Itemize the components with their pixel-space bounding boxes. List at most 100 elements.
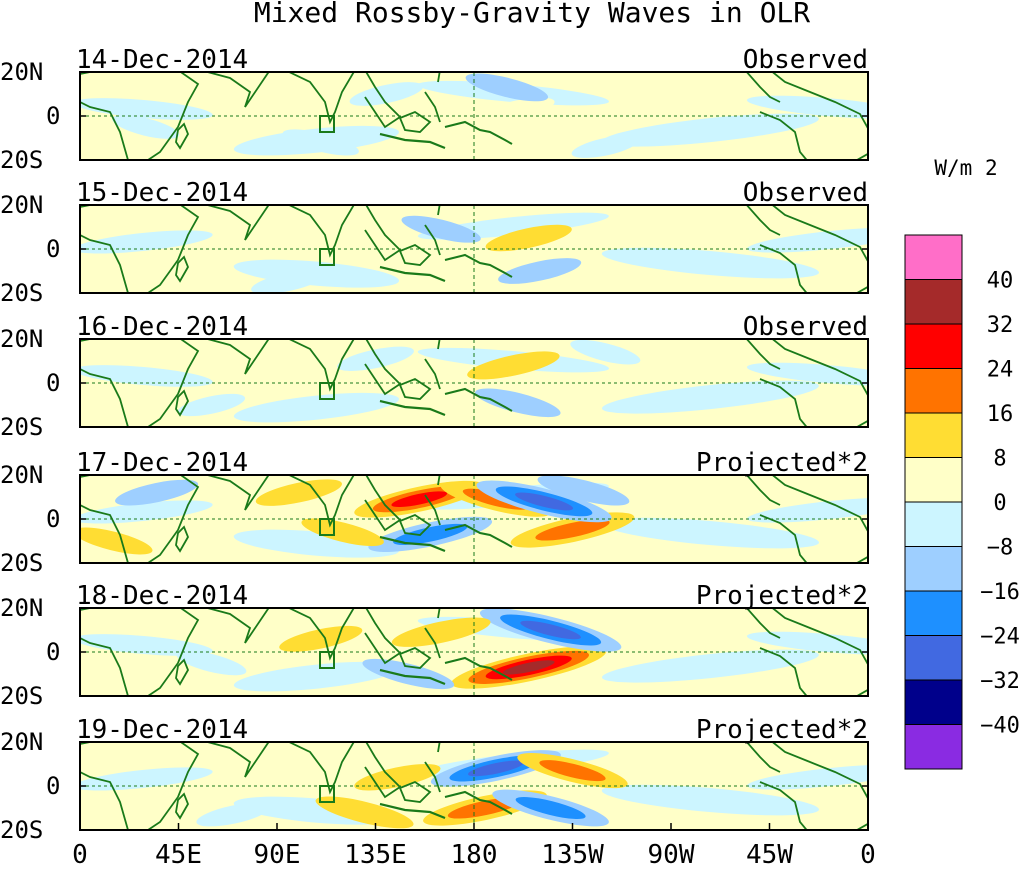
anomaly-negative xyxy=(465,73,549,102)
background-negative-band xyxy=(747,227,868,253)
background-negative-band xyxy=(746,631,868,655)
anomaly-positive xyxy=(485,224,572,252)
x-tick-label: 180 xyxy=(451,840,498,870)
x-tick-label: 45E xyxy=(155,840,202,870)
anomaly-positive xyxy=(301,518,384,547)
panel-date: 14-Dec-2014 xyxy=(76,45,248,75)
anomaly-negative xyxy=(401,215,481,243)
x-tick-label: 45W xyxy=(746,840,793,870)
lat-tick-label: 20S xyxy=(0,413,43,441)
anomaly-positive xyxy=(480,97,555,122)
lat-tick-label: 20S xyxy=(0,549,43,577)
colorbar-label: 0 xyxy=(993,491,1006,516)
colorbar-swatch xyxy=(904,546,963,592)
panel-field xyxy=(80,742,868,830)
lat-tick-label: 20S xyxy=(0,146,43,174)
colorbar-swatch xyxy=(904,368,963,414)
lat-tick-label: 0 xyxy=(46,505,60,533)
anomaly-negative xyxy=(362,658,455,690)
background-negative-band xyxy=(746,95,868,119)
colorbar-swatch xyxy=(904,323,963,369)
colorbar-swatch xyxy=(904,234,963,280)
colorbar-label: 8 xyxy=(993,447,1006,472)
anomaly-positive xyxy=(80,527,153,555)
x-tick-label: 90E xyxy=(254,840,301,870)
background-negative-band xyxy=(233,661,399,692)
lat-tick-label: 0 xyxy=(46,638,60,666)
lat-tick-label: 20N xyxy=(0,325,43,353)
anomaly-negative xyxy=(475,388,561,418)
panel-date: 18-Dec-2014 xyxy=(76,581,248,611)
colorbar-swatch xyxy=(904,412,963,458)
x-tick-label: 0 xyxy=(860,840,876,870)
background-negative-band xyxy=(747,764,868,790)
x-tick-label: 0 xyxy=(72,840,88,870)
panel-label: Projected*2 xyxy=(696,715,868,745)
anomaly-negative xyxy=(251,270,325,293)
panel-label: Observed xyxy=(743,312,868,342)
colorbar-label: 40 xyxy=(987,269,1014,294)
background-negative-band xyxy=(80,767,213,791)
anomaly-negative xyxy=(570,339,641,365)
anomaly-positive xyxy=(315,796,414,829)
panel-date: 19-Dec-2014 xyxy=(76,715,248,745)
lat-tick-label: 0 xyxy=(46,235,60,263)
lat-tick-label: 20N xyxy=(0,58,43,86)
panel-field xyxy=(80,339,868,427)
colorbar-label: −40 xyxy=(980,714,1020,739)
anomaly-positive xyxy=(255,479,342,506)
colorbar-swatch xyxy=(904,679,963,725)
lat-tick-label: 20N xyxy=(0,191,43,219)
background-negative-band xyxy=(80,230,213,254)
units-label: W/m 2 xyxy=(934,156,997,180)
background-negative-band xyxy=(746,362,868,386)
anomaly-negative xyxy=(571,135,640,158)
background-negative-band xyxy=(601,784,819,816)
panel-label: Projected*2 xyxy=(696,448,868,478)
lat-tick-label: 20S xyxy=(0,682,43,710)
panel-label: Observed xyxy=(743,178,868,208)
lat-tick-label: 20N xyxy=(0,461,43,489)
colorbar-label: 32 xyxy=(987,313,1014,338)
x-axis: 0 45E 90E 135E 180 135W 90W 45W 0 xyxy=(72,823,876,870)
anomaly-negative xyxy=(112,115,180,139)
background-negative-band xyxy=(80,634,213,656)
background-negative-band xyxy=(601,649,819,683)
panel-label: Observed xyxy=(743,45,868,75)
panel-field xyxy=(80,608,868,696)
background-negative-band xyxy=(80,365,213,387)
x-tick-label: 90W xyxy=(648,840,695,870)
lat-tick-label: 20S xyxy=(0,816,43,844)
panel-field xyxy=(80,72,868,160)
colorbar-label: −24 xyxy=(980,625,1020,650)
lat-tick-label: 0 xyxy=(46,102,60,130)
panel-date: 17-Dec-2014 xyxy=(76,448,248,478)
colorbar-swatch xyxy=(904,279,963,325)
background-negative-band xyxy=(80,98,213,120)
colorbar-label: −16 xyxy=(980,580,1020,605)
anomaly-negative xyxy=(115,479,199,506)
colorbar-swatch xyxy=(904,635,963,681)
colorbar-swatch xyxy=(904,724,963,770)
anomaly-negative xyxy=(479,608,622,652)
lat-tick-label: 0 xyxy=(46,369,60,397)
background-negative-band xyxy=(80,500,213,524)
anomaly-negative xyxy=(537,475,630,506)
anomaly-negative xyxy=(492,789,609,827)
colorbar-label: 16 xyxy=(987,402,1014,427)
colorbar-swatch xyxy=(904,501,963,547)
colorbar-swatch xyxy=(904,590,963,636)
anomaly-negative xyxy=(282,129,359,156)
lat-tick-label: 20N xyxy=(0,728,43,756)
panel-date: 16-Dec-2014 xyxy=(76,312,248,342)
background-negative-band xyxy=(747,497,868,523)
lat-tick-label: 0 xyxy=(46,772,60,800)
anomaly-negative xyxy=(196,802,271,827)
background-negative-band xyxy=(233,529,400,558)
lat-tick-label: 20N xyxy=(0,594,43,622)
